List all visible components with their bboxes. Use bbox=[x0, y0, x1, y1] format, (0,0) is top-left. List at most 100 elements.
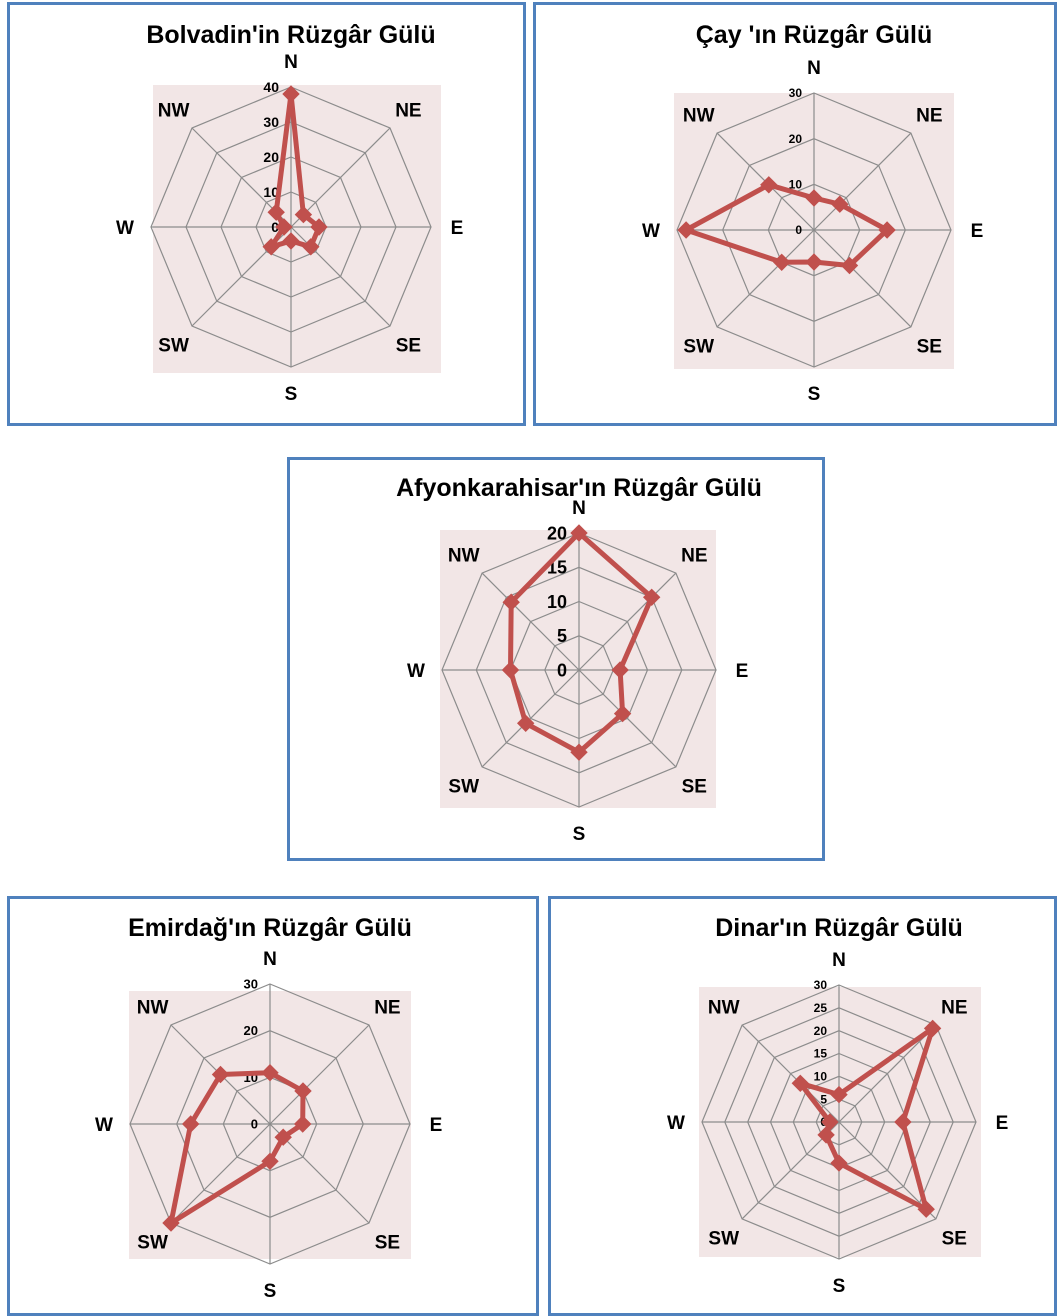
direction-label-ne: NE bbox=[916, 106, 942, 127]
data-point-se bbox=[302, 238, 320, 256]
direction-label-s: S bbox=[808, 384, 821, 405]
data-point-e bbox=[293, 1115, 312, 1133]
radar-chart-svg: 051015202530NNEESESSWWNWDinar'ın Rüzgâr … bbox=[667, 914, 1009, 1297]
tick-label: 5 bbox=[557, 626, 567, 646]
data-point-w bbox=[821, 1113, 839, 1131]
chart-panel-dinar: 051015202530NNEESESSWWNWDinar'ın Rüzgâr … bbox=[548, 896, 1057, 1316]
data-point-sw bbox=[772, 253, 791, 272]
direction-label-e: E bbox=[971, 221, 984, 242]
spoke-ne bbox=[578, 572, 677, 671]
data-point-n bbox=[282, 85, 300, 103]
direction-label-n: N bbox=[284, 52, 298, 73]
data-point-nw bbox=[211, 1065, 230, 1084]
radar-chart-svg: 0 10 20 30 40 N NE E SE S SW W NW Bolvadin'in Rüzgâr … bbox=[116, 21, 464, 405]
chart-title: Bolvadin'in Rüzgâr Gülü bbox=[146, 21, 435, 49]
spoke-sw bbox=[481, 669, 580, 768]
direction-label-sw: SW bbox=[448, 776, 479, 797]
tick-label: 20 bbox=[244, 1023, 258, 1038]
data-point-e bbox=[611, 661, 629, 679]
data-point-s bbox=[261, 1152, 279, 1171]
tick-label: 20 bbox=[547, 523, 567, 543]
direction-label-n: N bbox=[832, 950, 846, 971]
data-point-ne bbox=[294, 205, 313, 224]
data-point-n bbox=[830, 1085, 848, 1104]
chart-title: Emirdağ'ın Rüzgâr Gülü bbox=[128, 914, 412, 942]
direction-label-e: E bbox=[996, 1113, 1009, 1134]
tick-label: 30 bbox=[244, 977, 258, 992]
chart-panel-bolvadin: 0 10 20 30 40 N NE E SE S SW W NW Bolvadin'in Rüzgâr … bbox=[7, 2, 526, 426]
data-point-se bbox=[917, 1200, 935, 1218]
tick-label: 30 bbox=[263, 114, 279, 130]
radar-chart-svg: 0 10 20 30 N NE E SE S SW W NW Çay 'ın Rüzgâr Gülü bbox=[642, 21, 984, 405]
chart-panel-emirdag: 0 10 20 30 N NE E SE S SW W NW Emirdağ'ın Rüzgâr Gül… bbox=[7, 896, 539, 1316]
spoke-nw bbox=[481, 572, 580, 671]
direction-label-ne: NE bbox=[374, 998, 400, 1019]
data-point-s bbox=[805, 253, 823, 271]
data-point-ne bbox=[831, 195, 849, 213]
chart-title: Afyonkarahisar'ın Rüzgâr Gülü bbox=[396, 474, 762, 502]
tick-label: 10 bbox=[789, 178, 803, 192]
direction-label-nw: NW bbox=[683, 106, 715, 127]
tick-label: 20 bbox=[789, 132, 803, 146]
data-point-sw bbox=[162, 1214, 180, 1232]
direction-label-se: SE bbox=[942, 1228, 967, 1249]
direction-label-sw: SW bbox=[158, 335, 189, 356]
spoke-sw bbox=[716, 229, 815, 328]
chart-panel-afyonkarahisar: 0 5 10 15 20 N NE E SE S SW W NW Afyonkarahisar'ın Rü… bbox=[287, 457, 825, 861]
direction-label-nw: NW bbox=[708, 998, 740, 1019]
spoke-ne bbox=[813, 132, 912, 231]
tick-label: 0 bbox=[271, 219, 279, 235]
direction-label-w: W bbox=[407, 661, 425, 682]
direction-label-sw: SW bbox=[683, 336, 714, 357]
chart-panel-cay: 0 10 20 30 N NE E SE S SW W NW Çay 'ın Rüzgâr Gülü bbox=[533, 2, 1057, 426]
tick-label: 20 bbox=[263, 149, 279, 165]
direction-label-nw: NW bbox=[137, 998, 169, 1019]
data-point-sw bbox=[262, 238, 280, 256]
direction-label-nw: NW bbox=[158, 101, 190, 122]
tick-label: 30 bbox=[789, 86, 803, 100]
spoke-se bbox=[838, 1121, 937, 1220]
direction-label-n: N bbox=[572, 498, 586, 519]
data-point-s bbox=[570, 743, 588, 761]
tick-label: 30 bbox=[814, 978, 828, 992]
data-point-ne bbox=[923, 1019, 942, 1038]
data-point-s bbox=[830, 1154, 848, 1172]
data-point-s bbox=[282, 232, 300, 250]
direction-label-s: S bbox=[285, 384, 298, 405]
data-point-sw bbox=[516, 714, 535, 733]
tick-label: 10 bbox=[814, 1070, 828, 1084]
data-point-w bbox=[181, 1115, 200, 1133]
tick-label: 0 bbox=[795, 223, 802, 237]
data-point-w bbox=[501, 661, 520, 679]
spoke-nw bbox=[741, 1024, 840, 1123]
direction-label-n: N bbox=[807, 58, 821, 79]
direction-label-ne: NE bbox=[395, 101, 421, 122]
direction-label-w: W bbox=[667, 1113, 685, 1134]
tick-label: 40 bbox=[263, 79, 279, 95]
data-point-nw bbox=[267, 203, 285, 221]
data-point-e bbox=[310, 218, 328, 236]
tick-label: 0 bbox=[251, 1117, 258, 1132]
direction-label-sw: SW bbox=[137, 1232, 168, 1253]
data-point-ne bbox=[294, 1082, 312, 1100]
data-point-e bbox=[894, 1113, 912, 1131]
direction-label-se: SE bbox=[917, 336, 942, 357]
direction-label-e: E bbox=[451, 218, 464, 239]
direction-label-s: S bbox=[833, 1276, 846, 1297]
direction-label-se: SE bbox=[682, 776, 707, 797]
data-point-n bbox=[805, 189, 823, 207]
tick-label: 5 bbox=[820, 1092, 827, 1106]
direction-label-sw: SW bbox=[708, 1228, 739, 1249]
direction-label-s: S bbox=[264, 1281, 277, 1302]
direction-label-ne: NE bbox=[941, 998, 967, 1019]
data-point-sw bbox=[817, 1126, 835, 1144]
data-point-n bbox=[570, 524, 588, 542]
direction-label-ne: NE bbox=[681, 546, 707, 567]
spoke-se bbox=[578, 669, 677, 768]
direction-label-se: SE bbox=[375, 1232, 400, 1253]
direction-label-nw: NW bbox=[448, 546, 480, 567]
data-point-nw bbox=[791, 1074, 810, 1093]
tick-label: 10 bbox=[263, 184, 279, 200]
direction-label-w: W bbox=[116, 218, 134, 239]
data-point-w bbox=[677, 221, 695, 239]
